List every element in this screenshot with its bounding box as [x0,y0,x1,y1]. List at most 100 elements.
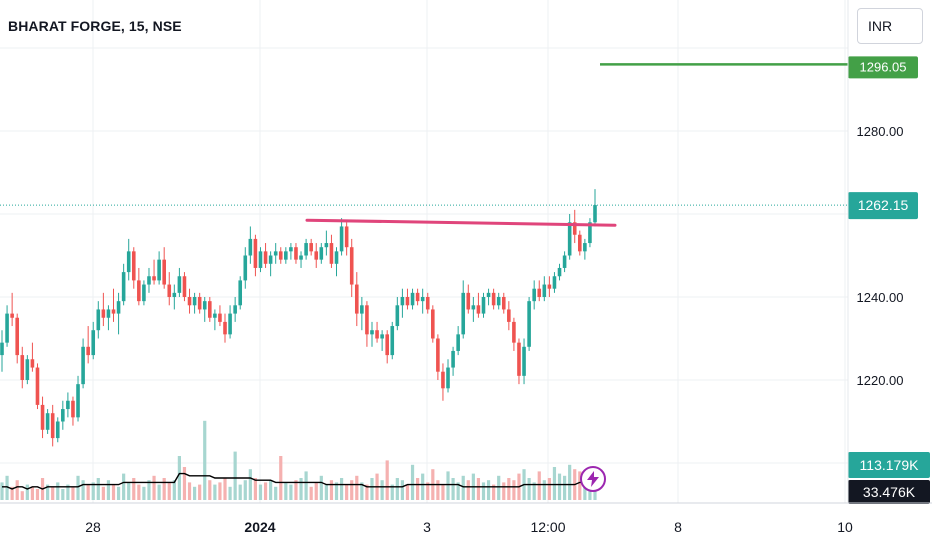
candle-body [66,400,70,410]
candle-body [532,288,536,302]
volume-bar [537,471,541,500]
candle-body [30,359,35,368]
volume-bar [345,484,349,500]
candle-body [35,367,40,405]
volume-bar [557,473,562,500]
volume-bar [466,480,470,500]
volume-bar [147,480,151,500]
candle-body [162,259,166,285]
volume-bar [365,484,369,500]
candle-body [294,247,298,260]
volume-bar [111,484,116,500]
candle-body [273,251,278,256]
candle-body [461,292,466,335]
candle-body [263,251,268,264]
volume-bar [192,486,197,500]
candle-body [329,243,334,264]
candle-body [496,297,501,306]
volume-bar [568,464,572,500]
candle-body [491,292,496,306]
volume-bar [339,478,344,500]
candle-body [471,305,476,310]
volume-bar [492,484,496,500]
volume-bar [421,473,425,500]
volume-bar [101,486,105,500]
candle-body [425,297,430,310]
volume-bar [127,482,131,500]
candle-body [339,226,344,252]
lightning-bolt-icon[interactable] [580,466,606,492]
volume-bar [552,467,557,500]
candle-body [415,292,420,302]
candle-body [228,313,232,335]
volume-bar [289,484,293,500]
volume-bar [380,480,384,500]
candle-body [45,413,50,430]
volume-bar [350,480,354,500]
candle-body [61,409,65,422]
volume-bar [71,486,75,500]
candle-body [370,330,374,335]
volume-badge [848,452,930,478]
candle-body [501,297,506,310]
candle-body [268,255,273,264]
candle-body [243,255,248,281]
volume-bar [451,478,455,500]
candle-body [334,251,339,264]
candle-body [96,309,101,331]
candle-body [106,309,111,318]
candle-body [593,205,597,223]
candle-body [182,276,187,297]
candle-body [258,251,263,268]
candle-body [213,313,217,318]
volume-bar [198,484,202,500]
volume-bar [132,478,136,500]
candle-body [202,301,207,310]
current-price-label: 1262.15 [858,197,909,213]
volume-bar [20,491,24,500]
price-tick-label: 1240.00 [857,290,904,305]
volume-bar [167,482,171,500]
volume-ma-line [2,472,595,490]
candle-body [157,259,161,281]
volume-bar [481,482,486,500]
volume-bar [91,482,95,500]
volume-bar [274,486,278,500]
volume-bar [324,484,328,500]
volume-bar [172,480,176,500]
volume-bar [299,478,303,500]
volume-bar [253,478,258,500]
volume-bar [532,482,536,500]
volume-bar [238,484,242,500]
volume-bar [218,482,222,500]
candle-body [172,292,177,297]
volume-bar [547,478,551,500]
candle-body [522,346,526,376]
candle-body [354,284,359,314]
candle-body [238,280,243,306]
candle-body [71,400,75,418]
candle-body [81,346,85,385]
volume-bar [203,420,207,500]
time-tick-label: 10 [837,519,853,535]
volume-bar [502,482,506,500]
volume-bar [10,486,14,500]
volume-bar [507,478,511,500]
volume-bar [527,478,531,500]
candle-body [208,301,212,318]
time-tick-label: 2024 [244,519,275,535]
candle-body [410,292,415,306]
volume-bar [405,484,410,500]
candle-body [446,367,450,389]
candle-body [349,247,354,285]
candle-body [420,297,425,302]
volume-bar [486,480,491,500]
candle-body [91,330,96,356]
price-tick-label: 1220.00 [857,373,904,388]
candle-body [319,247,324,260]
candle-body [0,342,4,356]
candle-body [476,305,481,314]
currency-selector[interactable]: INR [857,8,923,44]
